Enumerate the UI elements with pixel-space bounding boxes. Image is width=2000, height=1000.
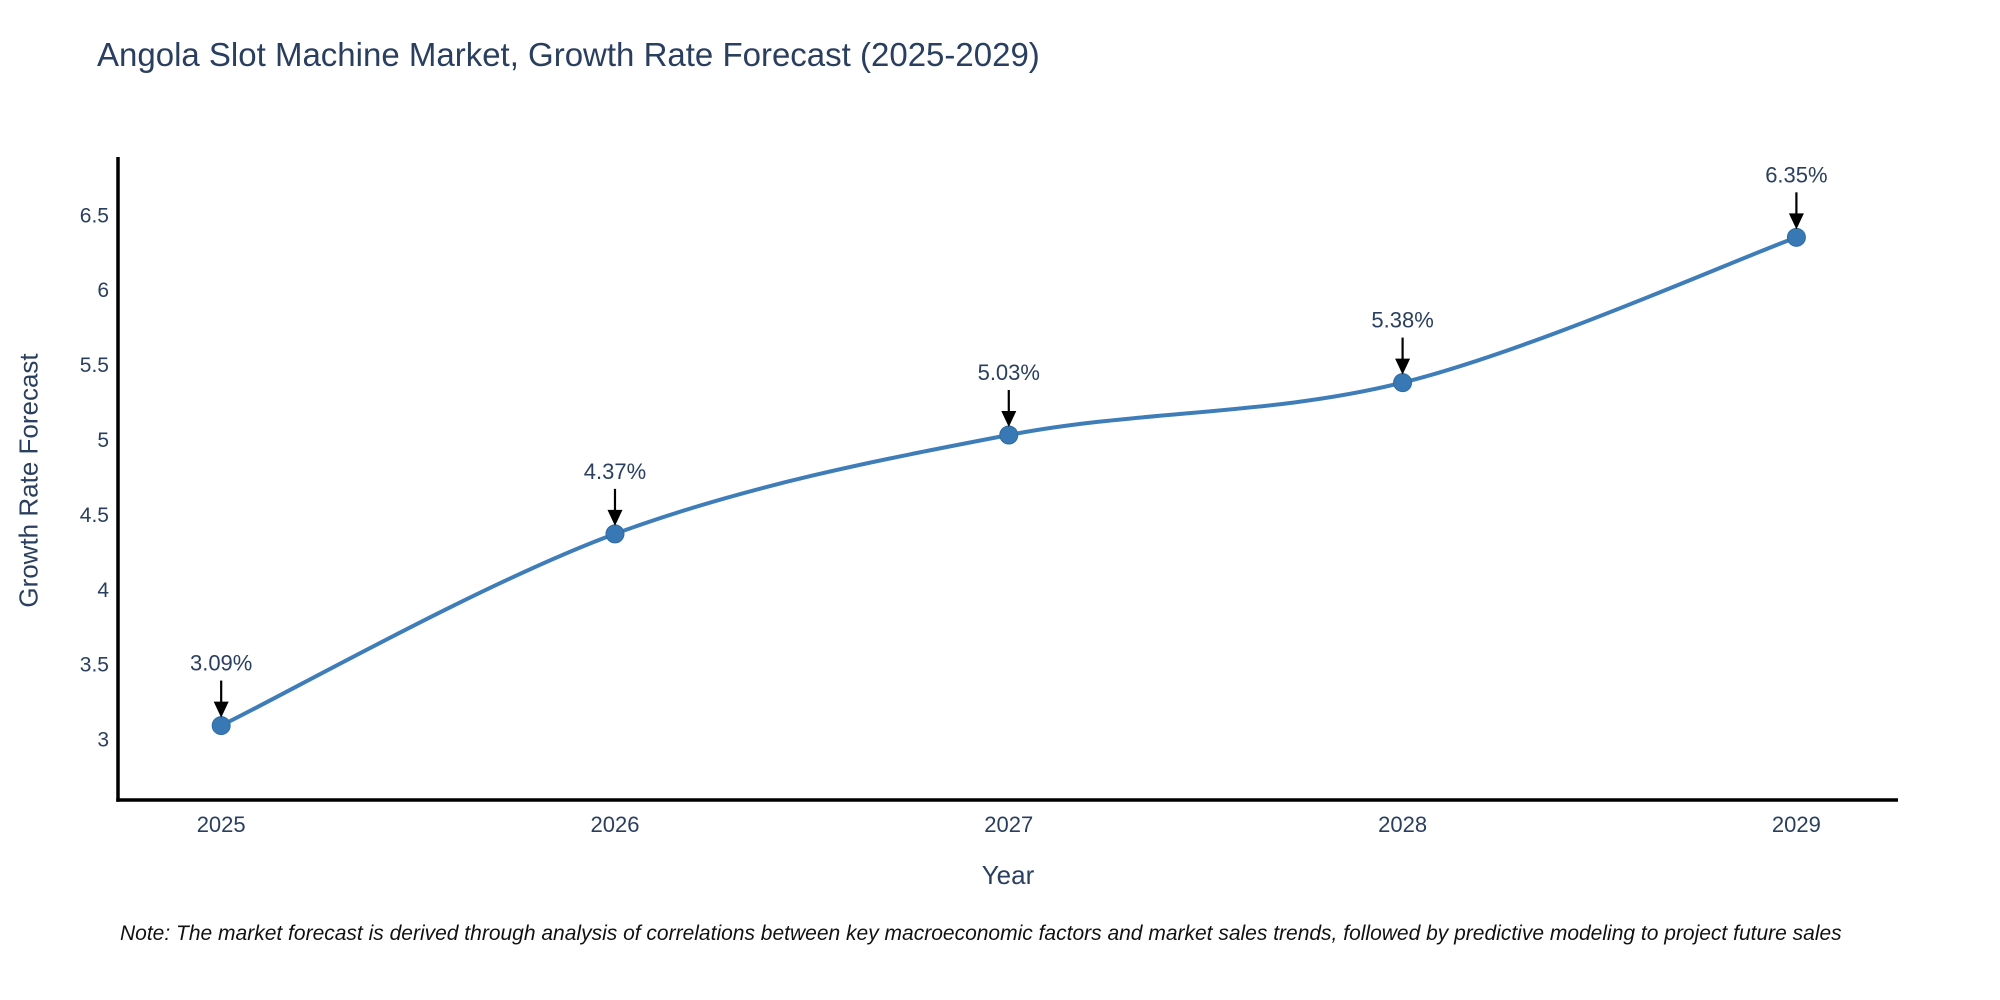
data-point-label: 6.35% — [1765, 162, 1827, 187]
y-tick-label: 5.5 — [80, 354, 109, 377]
data-point-marker — [1393, 373, 1413, 393]
data-point-marker — [605, 524, 625, 544]
y-tick-label: 5 — [97, 429, 109, 452]
data-point-marker — [1786, 227, 1806, 247]
annotation-arrowhead — [213, 701, 229, 718]
data-point-label: 5.03% — [978, 360, 1040, 385]
annotation-arrowhead — [1395, 358, 1411, 375]
y-axis-title: Growth Rate Forecast — [13, 353, 44, 608]
chart-footnote: Note: The market forecast is derived thr… — [120, 922, 1842, 945]
data-point-label: 4.37% — [584, 459, 646, 484]
data-point-marker — [211, 716, 231, 736]
chart-title: Angola Slot Machine Market, Growth Rate … — [97, 36, 1040, 73]
data-point-label: 3.09% — [190, 651, 252, 676]
y-tick-label: 6 — [97, 279, 109, 302]
forecast-line — [219, 235, 1799, 728]
x-tick-label: 2027 — [984, 812, 1033, 837]
y-tick-label: 3 — [97, 729, 109, 752]
annotation-arrowhead — [607, 509, 623, 526]
x-tick-label: 2029 — [1772, 812, 1821, 837]
x-tick-label: 2028 — [1378, 812, 1427, 837]
y-tick-label: 4 — [97, 579, 109, 602]
y-tick-label: 6.5 — [80, 204, 109, 227]
data-point-label: 5.38% — [1371, 308, 1433, 333]
x-tick-label: 2026 — [591, 812, 640, 837]
x-tick-label: 2025 — [197, 812, 246, 837]
data-point-marker — [999, 425, 1019, 445]
y-tick-label: 3.5 — [80, 654, 109, 677]
annotation-arrowhead — [1001, 411, 1017, 428]
annotation-arrowhead — [1788, 213, 1804, 230]
x-axis-title: Year — [981, 860, 1035, 890]
y-tick-label: 4.5 — [80, 504, 109, 527]
